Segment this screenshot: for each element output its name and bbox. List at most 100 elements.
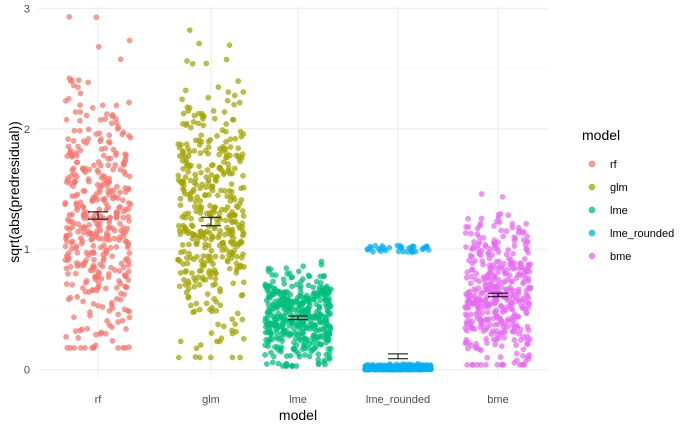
errorbar-rf xyxy=(88,211,108,220)
x-tick-label: lme_rounded xyxy=(366,394,430,406)
point-bme xyxy=(497,354,504,360)
point-glm xyxy=(226,265,233,272)
point-glm xyxy=(199,274,206,281)
legend-key-glm xyxy=(588,183,596,191)
point-rf xyxy=(117,203,123,210)
point-bme xyxy=(523,246,530,253)
point-bme xyxy=(466,317,473,323)
point-bme xyxy=(521,229,527,235)
point-glm xyxy=(191,283,198,290)
point-lme xyxy=(293,281,300,288)
point-rf xyxy=(126,314,133,321)
point-rf xyxy=(73,243,80,250)
point-glm xyxy=(186,27,193,33)
point-bme xyxy=(487,265,493,272)
point-glm xyxy=(220,323,227,330)
point-glm xyxy=(205,138,212,145)
point-rf xyxy=(117,56,124,63)
point-glm xyxy=(189,270,195,276)
point-glm xyxy=(179,96,185,103)
point-rf xyxy=(95,222,101,229)
point-rf xyxy=(74,294,80,300)
point-lme xyxy=(325,308,331,315)
point-bme xyxy=(468,342,475,349)
point-rf xyxy=(91,162,97,169)
point-lme xyxy=(317,297,324,304)
point-lme xyxy=(310,332,317,339)
point-glm xyxy=(229,219,235,226)
point-bme xyxy=(478,303,484,310)
point-bme xyxy=(511,243,518,249)
point-glm xyxy=(180,121,186,127)
point-lme xyxy=(323,339,329,346)
point-glm xyxy=(227,144,234,150)
point-glm xyxy=(204,291,211,297)
point-rf xyxy=(115,319,121,325)
point-glm xyxy=(180,110,187,117)
point-bme xyxy=(464,269,471,276)
point-glm xyxy=(220,239,227,246)
legend-label: glm xyxy=(610,182,628,194)
point-lme xyxy=(267,320,274,326)
point-bme xyxy=(505,212,512,218)
point-glm xyxy=(219,253,226,260)
point-lme xyxy=(319,326,325,333)
point-lme xyxy=(270,353,277,360)
point-lme xyxy=(283,265,290,272)
point-lme xyxy=(287,331,294,338)
point-glm xyxy=(185,286,192,292)
point-rf xyxy=(72,178,78,184)
point-bme xyxy=(488,331,495,337)
point-glm xyxy=(229,316,235,323)
point-rf xyxy=(63,116,70,123)
point-rf xyxy=(123,152,129,158)
point-rf xyxy=(110,146,117,153)
point-rf xyxy=(66,95,72,102)
point-lme xyxy=(305,298,312,305)
point-rf xyxy=(98,183,105,190)
point-glm xyxy=(208,162,215,169)
point-bme xyxy=(477,324,484,331)
point-rf xyxy=(117,166,124,173)
y-tick-label: 1 xyxy=(24,244,30,256)
point-bme xyxy=(463,337,470,343)
point-glm xyxy=(218,187,224,194)
point-glm xyxy=(231,212,238,219)
point-lme_rounded xyxy=(385,366,391,373)
point-rf xyxy=(105,155,111,162)
point-glm xyxy=(239,151,246,157)
point-glm xyxy=(194,253,200,260)
point-rf xyxy=(92,276,99,283)
point-bme xyxy=(466,295,473,302)
point-bme xyxy=(494,321,501,328)
point-glm xyxy=(203,60,210,67)
point-rf xyxy=(90,243,97,249)
point-glm xyxy=(176,283,183,290)
point-rf xyxy=(95,302,101,309)
point-bme xyxy=(514,313,520,320)
point-bme xyxy=(468,230,474,237)
point-lme xyxy=(294,331,301,338)
point-rf xyxy=(87,267,94,274)
point-bme xyxy=(520,352,526,359)
point-rf xyxy=(93,14,100,21)
point-bme xyxy=(493,296,500,303)
point-glm xyxy=(229,330,236,337)
point-lme xyxy=(306,353,313,360)
point-glm xyxy=(235,78,241,84)
point-bme xyxy=(500,233,507,240)
point-glm xyxy=(211,115,218,122)
point-rf xyxy=(85,136,92,142)
point-lme xyxy=(325,346,332,352)
point-rf xyxy=(98,146,105,152)
point-rf xyxy=(82,288,89,295)
point-lme_rounded xyxy=(420,245,427,252)
point-bme xyxy=(493,307,500,314)
point-lme xyxy=(305,282,312,289)
point-lme_rounded xyxy=(362,366,368,373)
point-rf xyxy=(125,213,132,220)
point-glm xyxy=(182,174,189,180)
point-bme xyxy=(494,218,500,225)
point-glm xyxy=(208,172,215,178)
